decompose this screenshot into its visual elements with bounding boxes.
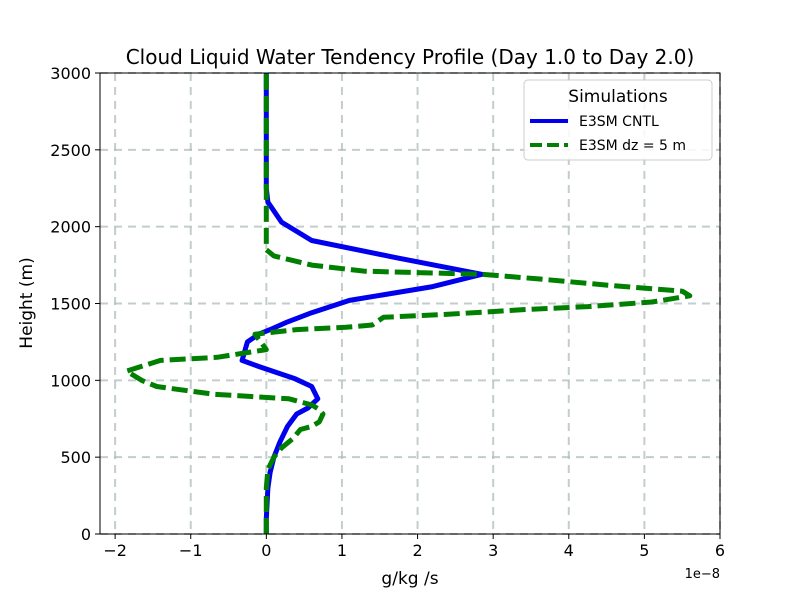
x-tick-label: 5 [639,541,649,560]
legend-box [523,79,713,161]
x-tick-label: −1 [179,541,203,560]
series-layer [124,73,693,534]
legend: Simulations E3SM CNTL E3SM dz = 5 m [523,79,713,161]
x-tick-label: 4 [564,541,574,560]
x-axis-label: g/kg /s [381,569,438,589]
y-tick-label: 2000 [50,218,91,237]
y-tick-label: 500 [60,448,91,467]
y-tick-label: 1500 [50,295,91,314]
legend-label-dz5: E3SM dz = 5 m [579,138,686,154]
y-tick-label: 1000 [50,371,91,390]
x-tick-label: 2 [412,541,422,560]
x-tick-label: 6 [715,541,725,560]
x-tick-label: 3 [488,541,498,560]
series-line-dz5 [124,73,693,534]
x-axis-offset-label: 1e−8 [685,567,720,582]
y-tick-label: 3000 [50,64,91,83]
y-tick-label: 0 [81,525,91,544]
x-tick-label: 1 [337,541,347,560]
chart-title: Cloud Liquid Water Tendency Profile (Day… [126,45,695,69]
y-axis-label: Height (m) [17,257,37,348]
legend-title: Simulations [568,87,668,107]
legend-label-cntl: E3SM CNTL [579,114,659,130]
x-tick-label: −2 [103,541,127,560]
x-tick-label: 0 [261,541,271,560]
axis-ticks: −2 −1 0 1 2 3 4 5 6 0 500 1000 1500 2000 2500 3000 [50,64,725,560]
y-tick-label: 2500 [50,141,91,160]
